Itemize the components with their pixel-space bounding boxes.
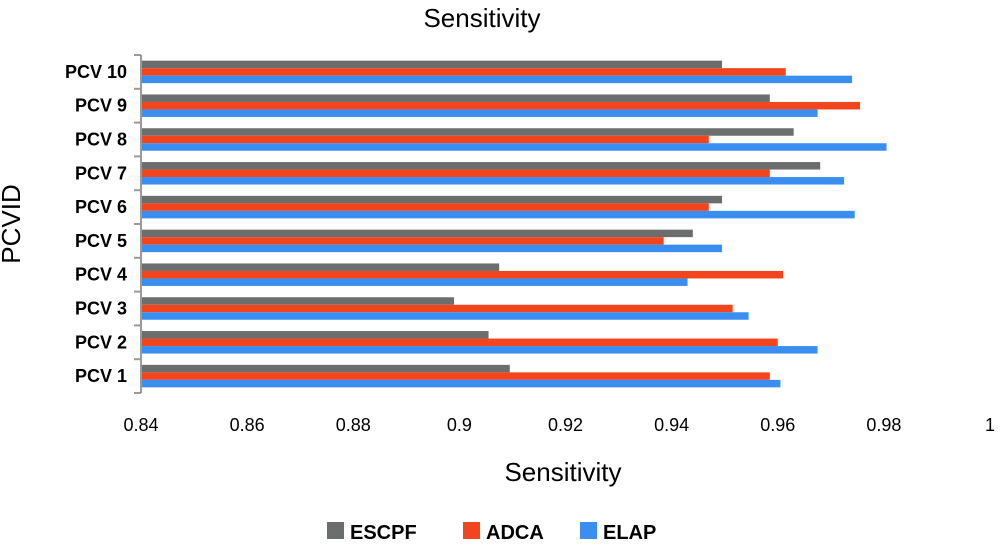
x-tick-label: 0.98 [866,415,901,435]
x-tick-label: 0.92 [548,415,583,435]
bar-escpf-pcv-10 [141,60,723,69]
bar-adca-pcv-8 [141,135,709,144]
bar-escpf-pcv-7 [141,162,821,170]
y-tick-label: PCV 9 [75,96,127,116]
bars-group [141,60,887,388]
bar-elap-pcv-10 [141,75,853,84]
legend-swatch-adca [463,522,480,539]
legend-label-elap: ELAP [603,522,656,544]
bar-adca-pcv-1 [141,372,770,380]
bar-escpf-pcv-6 [141,195,723,204]
bar-escpf-pcv-4 [141,263,500,271]
bar-escpf-pcv-8 [141,128,794,136]
bar-escpf-pcv-1 [141,364,510,373]
x-tick-labels-group: 0.84 0.86 0.88 0.9 0.92 0.94 0.96 0.98 1 [123,415,995,435]
x-tick-label: 0.9 [447,415,472,435]
y-tick-label: PCV 10 [65,62,127,82]
legend-label-adca: ADCA [486,522,544,544]
bar-elap-pcv-8 [141,143,887,151]
legend-label-escpf: ESCPF [350,522,417,544]
bar-elap-pcv-5 [141,244,723,253]
bar-adca-pcv-5 [141,237,664,245]
x-tick-label: 0.88 [336,415,371,435]
bar-elap-pcv-7 [141,177,845,185]
y-tick-label: PCV 4 [75,265,127,285]
y-tick-label: PCV 2 [75,332,127,352]
legend-swatch-elap [580,522,597,539]
x-axis-title: Sensitivity [504,457,621,487]
y-tick-label: PCV 8 [75,130,127,150]
x-tick-label: 0.84 [123,415,158,435]
y-tick-labels-group: PCV 1 PCV 2 PCV 3 PCV 4 PCV 5 PCV 6 PCV 7 PCV 8… [65,62,127,386]
bar-escpf-pcv-2 [141,331,489,339]
bar-adca-pcv-2 [141,338,778,347]
bar-escpf-pcv-5 [141,229,693,238]
y-tick-label: PCV 3 [75,299,127,319]
legend-swatch-escpf [327,522,344,539]
bar-escpf-pcv-3 [141,297,455,305]
bar-adca-pcv-9 [141,101,860,110]
bar-adca-pcv-3 [141,304,733,313]
y-axis-title: PCVID [0,184,26,263]
bar-escpf-pcv-9 [141,94,770,102]
x-tick-label: 0.86 [230,415,265,435]
y-ticks-group [134,54,141,394]
bar-elap-pcv-4 [141,278,688,286]
chart-title: Sensitivity [423,3,540,33]
y-tick-label: PCV 7 [75,163,127,183]
bar-adca-pcv-4 [141,270,784,279]
bar-elap-pcv-2 [141,346,818,354]
bar-elap-pcv-1 [141,379,781,388]
x-tick-label: 0.96 [760,415,795,435]
y-tick-label: PCV 5 [75,231,127,251]
bar-elap-pcv-3 [141,312,749,320]
bar-adca-pcv-10 [141,68,786,76]
x-tick-label: 0.94 [654,415,689,435]
bar-adca-pcv-6 [141,203,709,211]
y-tick-label: PCV 1 [75,366,127,386]
bar-elap-pcv-6 [141,210,855,219]
bar-elap-pcv-9 [141,109,818,117]
legend: ESCPF ADCA ELAP [327,522,656,544]
bar-adca-pcv-7 [141,169,770,178]
x-tick-label: 1 [985,415,995,435]
y-tick-label: PCV 6 [75,197,127,217]
